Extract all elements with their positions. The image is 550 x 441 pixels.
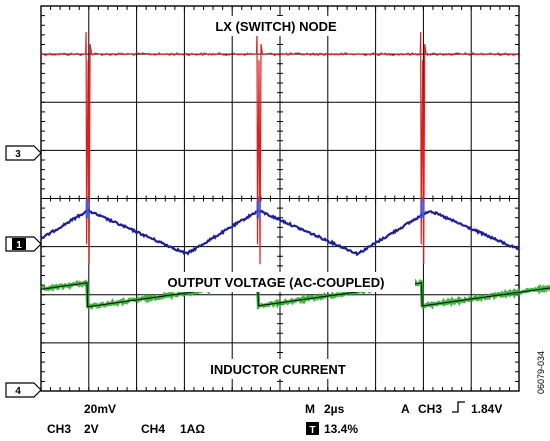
output-voltage-trace — [40, 208, 520, 257]
trigger-label: A — [401, 402, 410, 416]
svg-text:4: 4 — [15, 386, 21, 397]
output-voltage-spikes — [85, 196, 425, 219]
graticule — [40, 5, 520, 392]
trigger-level: 1.84V — [471, 402, 502, 416]
waveform-traces — [40, 32, 550, 311]
inductor-current-average-trace — [40, 282, 550, 308]
inductor-current-label: INDUCTOR CURRENT — [210, 362, 346, 377]
trigger-position-value: 13.4% — [324, 422, 358, 436]
svg-text:3: 3 — [15, 149, 21, 160]
ch1-scale: 20mV — [84, 402, 116, 416]
scope-readouts: 20mV CH3 2V CH4 1AΩ M 2µs T 13.4% A CH3 … — [47, 401, 502, 436]
svg-text:T: T — [309, 425, 315, 436]
ch4-scale: 1AΩ — [180, 422, 205, 436]
rising-edge-icon — [452, 401, 465, 413]
channel-1-marker: 1 — [5, 236, 42, 252]
ch3-label: CH3 — [47, 422, 71, 436]
trigger-channel: CH3 — [418, 402, 442, 416]
trace-annotations: LX (SWITCH) NODE OUTPUT VOLTAGE (AC-COUP… — [137, 16, 415, 379]
trigger-position-icon: T — [306, 422, 319, 436]
output-voltage-label: OUTPUT VOLTAGE (AC-COUPLED) — [168, 275, 385, 290]
channel-3-marker: 3 — [5, 145, 42, 161]
timebase-value: 2µs — [324, 402, 345, 416]
ch3-scale: 2V — [84, 422, 99, 436]
ch4-label: CH4 — [141, 422, 165, 436]
figure-id: 06079-034 — [536, 351, 546, 394]
switch-node-label: LX (SWITCH) NODE — [215, 19, 337, 34]
channel-4-marker: 4 — [5, 382, 42, 398]
timebase-label: M — [305, 402, 315, 416]
svg-text:1: 1 — [16, 240, 22, 251]
switch-node-trace — [40, 32, 518, 265]
